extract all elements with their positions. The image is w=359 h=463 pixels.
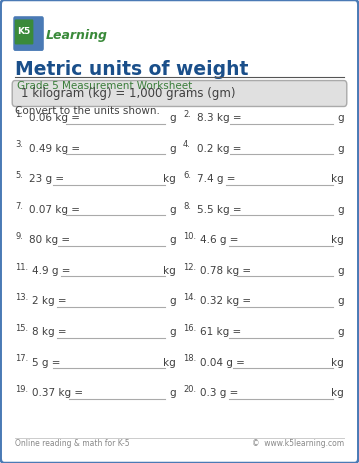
Text: 17.: 17.	[15, 354, 28, 363]
Text: 2 kg =: 2 kg =	[32, 296, 67, 307]
Text: K5: K5	[18, 26, 31, 36]
Text: g: g	[169, 388, 176, 398]
Text: 0.37 kg =: 0.37 kg =	[32, 388, 83, 398]
Text: 8 kg =: 8 kg =	[32, 327, 67, 337]
Text: 61 kg =: 61 kg =	[200, 327, 242, 337]
Text: 3.: 3.	[15, 140, 23, 150]
Text: g: g	[169, 296, 176, 307]
Text: Online reading & math for K-5: Online reading & math for K-5	[15, 438, 130, 448]
Text: 0.2 kg =: 0.2 kg =	[197, 144, 241, 154]
Text: g: g	[337, 327, 344, 337]
Text: Convert to the units shown.: Convert to the units shown.	[15, 106, 160, 117]
Text: 4.: 4.	[183, 140, 191, 150]
Text: g: g	[169, 327, 176, 337]
Text: 7.4 g =: 7.4 g =	[197, 174, 235, 184]
Text: 12.: 12.	[183, 263, 196, 272]
Text: kg: kg	[163, 174, 176, 184]
Text: Metric units of weight: Metric units of weight	[15, 60, 248, 79]
Text: kg: kg	[163, 266, 176, 276]
Text: 23 g =: 23 g =	[29, 174, 64, 184]
Text: kg: kg	[163, 357, 176, 368]
Text: 15.: 15.	[15, 324, 28, 333]
Text: g: g	[169, 235, 176, 245]
Text: 9.: 9.	[15, 232, 23, 241]
Text: 14.: 14.	[183, 293, 196, 302]
Text: 5 g =: 5 g =	[32, 357, 61, 368]
Text: 5.5 kg =: 5.5 kg =	[197, 205, 241, 215]
Text: kg: kg	[331, 174, 344, 184]
Text: 19.: 19.	[15, 385, 28, 394]
Text: kg: kg	[331, 388, 344, 398]
FancyBboxPatch shape	[13, 16, 44, 51]
Text: g: g	[169, 205, 176, 215]
Text: 8.: 8.	[183, 201, 191, 211]
Text: 5.: 5.	[15, 171, 23, 180]
Text: g: g	[169, 144, 176, 154]
Text: 20.: 20.	[183, 385, 196, 394]
Text: 0.3 g =: 0.3 g =	[200, 388, 239, 398]
Text: 8.3 kg =: 8.3 kg =	[197, 113, 241, 123]
Text: 2.: 2.	[183, 110, 191, 119]
Text: g: g	[337, 144, 344, 154]
Text: g: g	[337, 113, 344, 123]
Text: 0.06 kg =: 0.06 kg =	[29, 113, 80, 123]
Text: 0.07 kg =: 0.07 kg =	[29, 205, 80, 215]
Text: 6.: 6.	[183, 171, 191, 180]
Text: g: g	[337, 205, 344, 215]
Text: kg: kg	[331, 235, 344, 245]
Text: 10.: 10.	[183, 232, 196, 241]
Text: ©  www.k5learning.com: © www.k5learning.com	[252, 438, 344, 448]
Text: 1.: 1.	[15, 110, 23, 119]
Text: 0.04 g =: 0.04 g =	[200, 357, 245, 368]
Text: 1 kilogram (kg) = 1,000 grams (gm): 1 kilogram (kg) = 1,000 grams (gm)	[21, 87, 235, 100]
Text: g: g	[337, 266, 344, 276]
Text: 0.49 kg =: 0.49 kg =	[29, 144, 80, 154]
Text: kg: kg	[331, 357, 344, 368]
Text: g: g	[337, 296, 344, 307]
Text: 13.: 13.	[15, 293, 28, 302]
Text: 7.: 7.	[15, 201, 23, 211]
Text: 16.: 16.	[183, 324, 196, 333]
Text: 4.9 g =: 4.9 g =	[32, 266, 71, 276]
Text: 0.32 kg =: 0.32 kg =	[200, 296, 251, 307]
Text: Learning: Learning	[46, 29, 108, 42]
Text: 0.78 kg =: 0.78 kg =	[200, 266, 251, 276]
FancyBboxPatch shape	[12, 81, 347, 106]
Text: g: g	[169, 113, 176, 123]
Text: 80 kg =: 80 kg =	[29, 235, 70, 245]
FancyBboxPatch shape	[15, 19, 33, 44]
Text: 18.: 18.	[183, 354, 196, 363]
Text: Grade 5 Measurement Worksheet: Grade 5 Measurement Worksheet	[17, 81, 192, 91]
Text: 4.6 g =: 4.6 g =	[200, 235, 239, 245]
Text: 11.: 11.	[15, 263, 28, 272]
